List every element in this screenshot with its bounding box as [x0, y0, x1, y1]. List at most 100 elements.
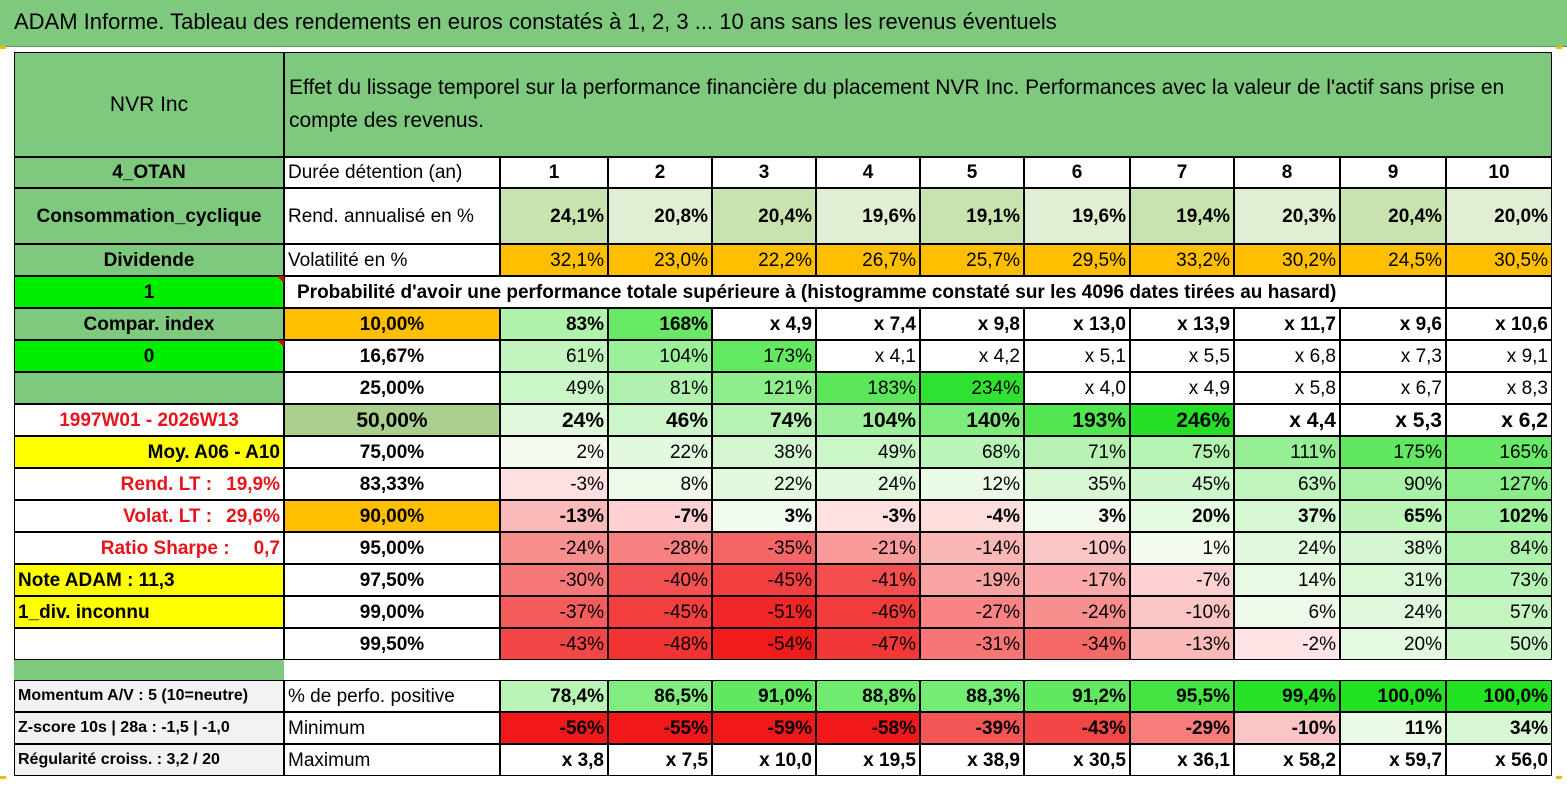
- performance-value: 38%: [712, 436, 816, 468]
- performance-value: 14%: [1234, 564, 1340, 596]
- performance-value: -2%: [1234, 628, 1340, 660]
- year-header: 6: [1024, 157, 1130, 188]
- performance-value: 46%: [608, 404, 712, 436]
- bottom-value: 78,4%: [500, 680, 608, 712]
- performance-value: 24%: [500, 404, 608, 436]
- rend-value: 19,6%: [1024, 188, 1130, 244]
- performance-value: -24%: [500, 532, 608, 564]
- performance-value: -48%: [608, 628, 712, 660]
- probability-level: 75,00%: [284, 436, 500, 468]
- empty-cell: [1446, 276, 1552, 308]
- performance-value: x 4,9: [712, 308, 816, 340]
- performance-value: x 6,8: [1234, 340, 1340, 372]
- performance-value: -21%: [816, 532, 920, 564]
- bottom-value: 88,8%: [816, 680, 920, 712]
- rend-lt-label: Rend. LT : 19,9%: [14, 468, 284, 500]
- year-header: 8: [1234, 157, 1340, 188]
- performance-value: 165%: [1446, 436, 1552, 468]
- performance-value: 81%: [608, 372, 712, 404]
- bottom-value: 100,0%: [1340, 680, 1446, 712]
- performance-value: 3%: [1024, 500, 1130, 532]
- performance-value: 2%: [500, 436, 608, 468]
- probability-level: 97,50%: [284, 564, 500, 596]
- corner-tick: [1556, 46, 1562, 49]
- bottom-left-label: Momentum A/V : 5 (10=neutre): [14, 680, 284, 712]
- performance-value: -28%: [608, 532, 712, 564]
- performance-value: -7%: [608, 500, 712, 532]
- performance-value: 50%: [1446, 628, 1552, 660]
- bottom-value: x 56,0: [1446, 744, 1552, 776]
- performance-value: -35%: [712, 532, 816, 564]
- report-title: ADAM Informe. Tableau des rendements en …: [14, 9, 1057, 34]
- bottom-value: -55%: [608, 712, 712, 744]
- bottom-value: x 58,2: [1234, 744, 1340, 776]
- performance-value: -17%: [1024, 564, 1130, 596]
- bottom-value: -59%: [712, 712, 816, 744]
- title-bar: ADAM Informe. Tableau des rendements en …: [0, 0, 1567, 47]
- bottom-value: 34%: [1446, 712, 1552, 744]
- bottom-value: x 7,5: [608, 744, 712, 776]
- performance-value: -41%: [816, 564, 920, 596]
- bottom-left-label: Z-score 10s | 28a : -1,5 | -1,0: [14, 712, 284, 744]
- div-inconnu-label: 1_div. inconnu: [14, 596, 284, 628]
- bottom-value: -39%: [920, 712, 1024, 744]
- code-label: 4_OTAN: [14, 157, 284, 188]
- bottom-value: 88,3%: [920, 680, 1024, 712]
- bottom-value: -56%: [500, 712, 608, 744]
- performance-value: -14%: [920, 532, 1024, 564]
- flag-one: 1: [14, 276, 284, 308]
- probability-level: 16,67%: [284, 340, 500, 372]
- bottom-value: -58%: [816, 712, 920, 744]
- period-label: 1997W01 - 2026W13: [14, 404, 284, 436]
- performance-value: 22%: [608, 436, 712, 468]
- asset-name-header: NVR Inc: [14, 52, 284, 157]
- vol-value: 26,7%: [816, 244, 920, 276]
- sharpe-label: Ratio Sharpe : 0,7: [14, 532, 284, 564]
- bottom-row-label: Minimum: [284, 712, 500, 744]
- probability-title: Probabilité d'avoir une performance tota…: [284, 276, 1446, 308]
- rend-value: 19,6%: [816, 188, 920, 244]
- bottom-value: x 38,9: [920, 744, 1024, 776]
- performance-value: 24%: [1340, 596, 1446, 628]
- performance-value: x 11,7: [1234, 308, 1340, 340]
- performance-value: 104%: [816, 404, 920, 436]
- bottom-value: x 19,5: [816, 744, 920, 776]
- performance-value: -7%: [1130, 564, 1234, 596]
- performance-value: 37%: [1234, 500, 1340, 532]
- performance-value: x 9,1: [1446, 340, 1552, 372]
- bottom-row-label: Maximum: [284, 744, 500, 776]
- performance-value: -13%: [1130, 628, 1234, 660]
- performance-value: 12%: [920, 468, 1024, 500]
- volat-lt-label: Volat. LT : 29,6%: [14, 500, 284, 532]
- performance-value: 35%: [1024, 468, 1130, 500]
- corner-tick: [1556, 776, 1562, 779]
- vol-value: 33,2%: [1130, 244, 1234, 276]
- performance-value: x 9,6: [1340, 308, 1446, 340]
- bottom-row-label: % de perfo. positive: [284, 680, 500, 712]
- sector-label: Consommation_cyclique: [14, 188, 284, 244]
- bottom-value: x 36,1: [1130, 744, 1234, 776]
- performance-value: 127%: [1446, 468, 1552, 500]
- performance-value: 102%: [1446, 500, 1552, 532]
- performance-value: x 7,3: [1340, 340, 1446, 372]
- performance-value: 20%: [1340, 628, 1446, 660]
- bottom-value: 100,0%: [1446, 680, 1552, 712]
- bottom-value: 11%: [1340, 712, 1446, 744]
- performance-value: x 4,9: [1130, 372, 1234, 404]
- rend-value: 20,8%: [608, 188, 712, 244]
- compar-index-label: Compar. index: [14, 308, 284, 340]
- performance-value: -40%: [608, 564, 712, 596]
- comment-indicator: [277, 340, 284, 347]
- bottom-value: -29%: [1130, 712, 1234, 744]
- performance-value: 31%: [1340, 564, 1446, 596]
- performance-value: 111%: [1234, 436, 1340, 468]
- moy-label: Moy. A06 - A10: [14, 436, 284, 468]
- performance-value: 3%: [712, 500, 816, 532]
- performance-value: -4%: [920, 500, 1024, 532]
- rend-value: 20,0%: [1446, 188, 1552, 244]
- probability-level: 99,50%: [284, 628, 500, 660]
- performance-value: 24%: [1234, 532, 1340, 564]
- performance-value: -54%: [712, 628, 816, 660]
- performance-value: x 4,4: [1234, 404, 1340, 436]
- performance-value: 140%: [920, 404, 1024, 436]
